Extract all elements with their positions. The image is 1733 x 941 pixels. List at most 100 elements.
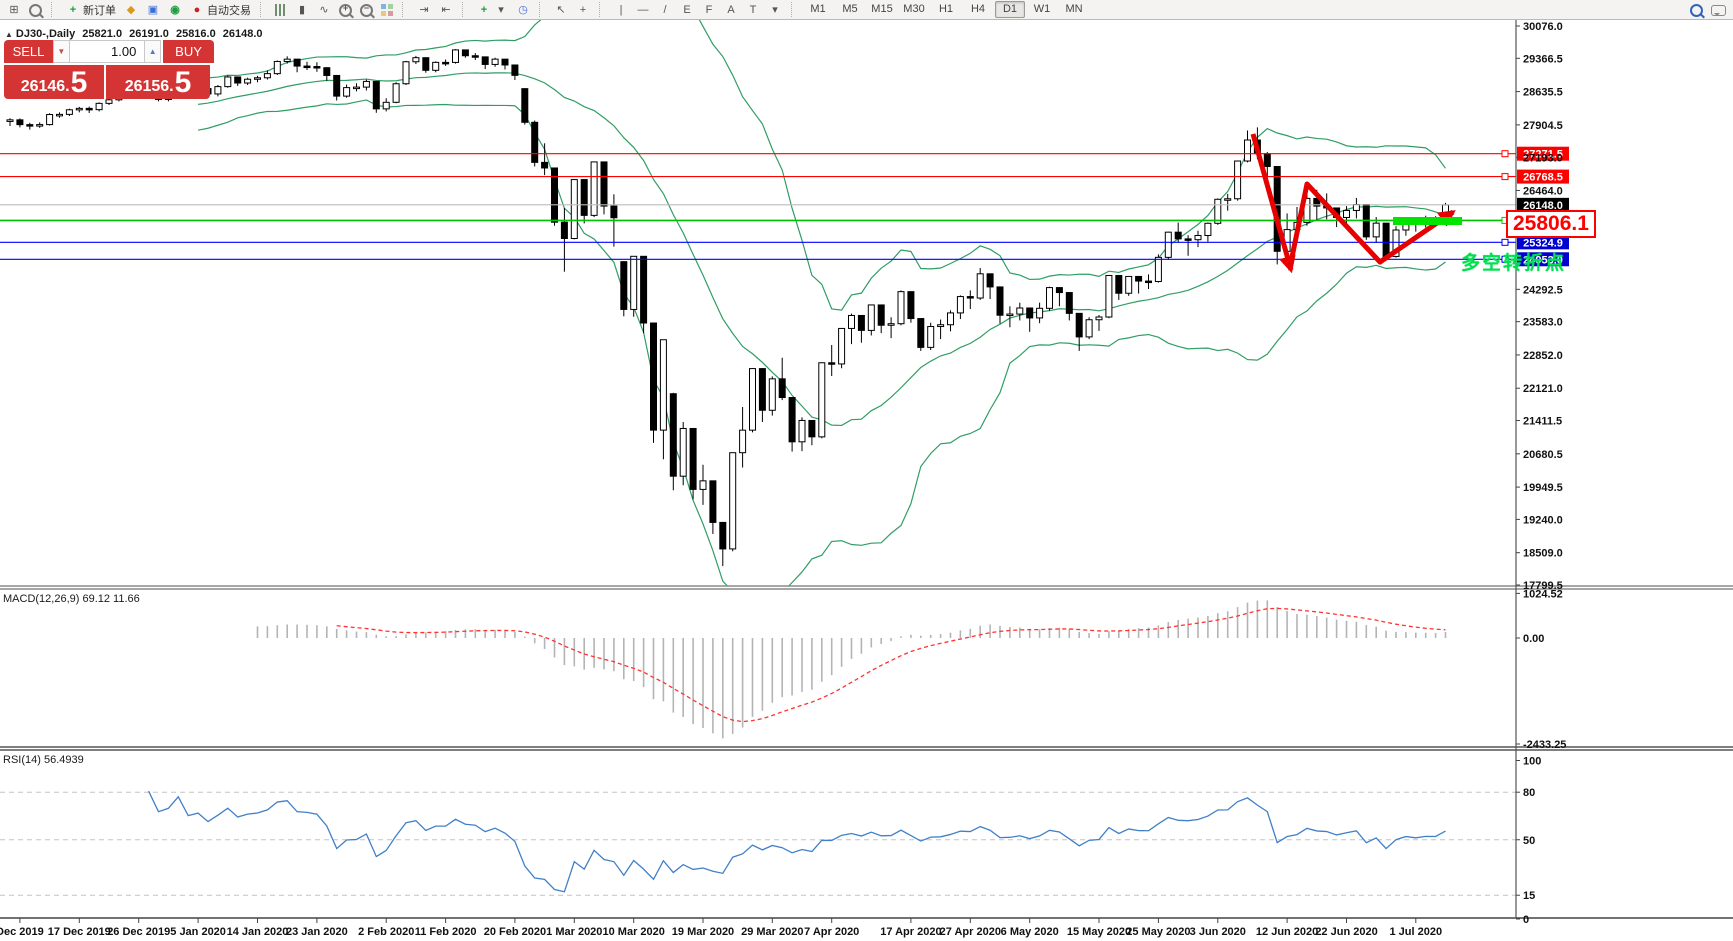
- date-label: 5 Jan 2020: [170, 926, 226, 938]
- level-handle[interactable]: [1501, 238, 1509, 246]
- price-tag-annotation[interactable]: 25806.1: [1506, 210, 1596, 238]
- date-label: 15 May 2020: [1067, 926, 1131, 938]
- toolbar-group-charts: ⊞: [0, 0, 49, 19]
- cursor-icon: ↖: [556, 3, 566, 16]
- chart-style-button[interactable]: ◆: [120, 0, 142, 19]
- svg-text:15: 15: [1523, 890, 1535, 902]
- zoom-out-button[interactable]: −: [356, 0, 377, 19]
- macd-pane: [256, 600, 1447, 739]
- date-label: 11 Feb 2020: [415, 926, 477, 938]
- tile-windows-button[interactable]: [377, 0, 397, 19]
- chart-window[interactable]: 27271.526768.526148.025806.125324.924953…: [0, 20, 1733, 941]
- sell-button[interactable]: SELL: [4, 40, 53, 63]
- shapes-button[interactable]: ▾: [764, 0, 786, 19]
- timeframe-button-h1[interactable]: H1: [938, 3, 954, 15]
- svg-text:22121.0: 22121.0: [1523, 383, 1563, 395]
- timeframe-button-h4[interactable]: H4: [970, 3, 986, 15]
- level-handle[interactable]: [1501, 150, 1509, 158]
- channel-button[interactable]: E: [676, 0, 698, 19]
- symbol-ohlc-info[interactable]: ▲ DJ30-,Daily 25821.0 26191.0 25816.0 261…: [5, 28, 267, 40]
- price-badge-27271.5: [1517, 146, 1569, 161]
- crosshair-icon: +: [579, 3, 587, 16]
- new-chart-button[interactable]: ⊞: [3, 0, 25, 19]
- chart-shift-button[interactable]: ⇤: [435, 0, 457, 19]
- search-button[interactable]: [1686, 0, 1707, 19]
- price-badge-25324.9: [1517, 235, 1569, 250]
- toolbar-group-scroll: ⇥ ⇤: [410, 0, 460, 19]
- crosshair-button[interactable]: +: [572, 0, 594, 19]
- new-order-button[interactable]: + 新订单: [62, 0, 120, 19]
- autoscroll-button[interactable]: ⇥: [413, 0, 435, 19]
- label-button[interactable]: T: [742, 0, 764, 19]
- panel-expander-icon[interactable]: ▲: [5, 30, 13, 39]
- dropdown-arrow-icon: ▾: [498, 3, 504, 16]
- fibonacci-icon: F: [705, 3, 713, 16]
- red-arrow-down[interactable]: [1250, 133, 1296, 274]
- zoom-in-icon: +: [339, 3, 352, 17]
- date-label: 3 Jun 2020: [1190, 926, 1246, 938]
- periods-button[interactable]: ◷: [512, 0, 534, 19]
- price-axis[interactable]: 27271.526768.526148.025806.125324.924953…: [1516, 21, 1569, 926]
- svg-text:29366.5: 29366.5: [1523, 53, 1563, 65]
- green-highlight-bar[interactable]: [1393, 217, 1462, 225]
- rsi-indicator-label: RSI(14) 56.4939: [3, 754, 84, 766]
- zoom-in-button[interactable]: +: [335, 0, 356, 19]
- add-indicator-button[interactable]: + ▾: [473, 0, 512, 19]
- candlestick-button[interactable]: ▮: [291, 0, 313, 19]
- timeframe-button-mn[interactable]: MN: [1065, 3, 1083, 15]
- buy-button[interactable]: BUY: [163, 40, 214, 63]
- text-button[interactable]: A: [720, 0, 742, 19]
- svg-text:26464.0: 26464.0: [1523, 185, 1563, 197]
- chat-icon: [1711, 5, 1726, 16]
- signals-button[interactable]: ◉: [164, 0, 186, 19]
- timeframe-button-m1[interactable]: M1: [810, 3, 826, 15]
- volume-increase-button[interactable]: ▲: [144, 40, 162, 63]
- buy-price-display[interactable]: 26156. 5: [106, 65, 210, 99]
- toolbar-separator: [462, 2, 468, 17]
- horizontal-level-lines[interactable]: [0, 150, 1516, 263]
- chart-profile-button[interactable]: [25, 0, 46, 19]
- timeframe-toolbar: M1 M5 M15 M30 H1 H4 D1 W1 MN: [799, 0, 1093, 19]
- vline-icon: |: [619, 3, 623, 16]
- vline-button[interactable]: |: [610, 0, 632, 19]
- clock-icon: ◷: [518, 3, 528, 16]
- one-click-trading-panel: SELL ▼ 1.00 ▲ BUY 26146. 5 26156. 5: [4, 40, 214, 99]
- open-value: 25821.0: [82, 28, 123, 40]
- timeframe-button-m5[interactable]: M5: [842, 3, 858, 15]
- autotrade-button[interactable]: ● 自动交易: [186, 0, 255, 19]
- fibonacci-button[interactable]: F: [698, 0, 720, 19]
- autotrade-icon: ●: [193, 3, 201, 16]
- sell-price-display[interactable]: 26146. 5: [4, 65, 104, 99]
- date-label: 26 Dec 2019: [107, 926, 170, 938]
- svg-text:30076.0: 30076.0: [1523, 21, 1563, 33]
- timeframe-button-m30[interactable]: M30: [903, 3, 925, 15]
- drawn-annotations[interactable]: [1250, 133, 1462, 274]
- profile-button[interactable]: ▣: [142, 0, 164, 19]
- date-label: 1 Jul 2020: [1390, 926, 1443, 938]
- bar-chart-button[interactable]: [271, 0, 291, 19]
- add-indicator-icon: +: [480, 3, 488, 16]
- price-chart[interactable]: 27271.526768.526148.025806.125324.924953…: [0, 20, 1733, 941]
- hline-button[interactable]: —: [632, 0, 654, 19]
- level-handle[interactable]: [1501, 255, 1509, 263]
- volume-decrease-button[interactable]: ▼: [53, 40, 70, 63]
- timeframe-button-m15[interactable]: M15: [871, 3, 893, 15]
- timeframe-button-d1[interactable]: D1: [995, 1, 1025, 18]
- date-label: 1 Mar 2020: [546, 926, 602, 938]
- chat-button[interactable]: [1707, 0, 1730, 19]
- toolbar-group-search: [1683, 0, 1733, 19]
- line-chart-button[interactable]: ∿: [313, 0, 335, 19]
- date-label: 25 May 2020: [1126, 926, 1190, 938]
- timeframe-button-w1[interactable]: W1: [1033, 3, 1051, 15]
- volume-input[interactable]: 1.00: [69, 40, 145, 63]
- toolbar-group-objects: | — / E F A T ▾: [607, 0, 789, 19]
- trendline-button[interactable]: /: [654, 0, 676, 19]
- red-zigzag-arrow[interactable]: [1288, 181, 1456, 265]
- svg-text:17799.5: 17799.5: [1523, 580, 1563, 592]
- cursor-button[interactable]: ↖: [550, 0, 572, 19]
- level-handle[interactable]: [1501, 173, 1509, 181]
- turning-point-note[interactable]: 多空转折点: [1461, 253, 1567, 274]
- toolbar-group-indicators: + ▾ ◷: [470, 0, 537, 19]
